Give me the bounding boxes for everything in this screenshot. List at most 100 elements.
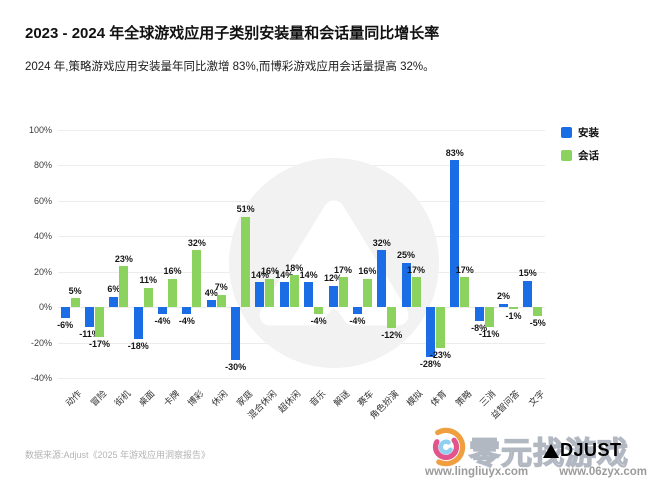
bar-install-14 [401,262,411,308]
bar-value-label: -28% [419,358,441,369]
session-swatch-icon [561,150,572,161]
adjust-wordmark-text: DJUST [560,440,622,460]
bar-value-label: 17% [455,264,474,275]
bar-chart: 100% 80% 60% 40% 20% 0% -20% -40% -6% 5% 动作 -11% -1… [25,115,625,430]
bar-value-label: -4% [349,316,366,327]
legend-item-session: 会话 [561,148,599,163]
bar-session-2 [119,266,129,308]
bar-session-6 [216,294,226,308]
bar-install-0 [60,307,70,318]
bar-value-label: 7% [214,282,228,293]
adjust-wordmark: DJUST [543,440,622,461]
bars-layer: -6% 5% 动作 -11% -17% 冒险 6% 23% 街机 -18% 11% 桌面 -4% 16% 卡… [57,130,546,430]
bar-value-label: -23% [429,349,451,360]
bar-value-label: -30% [225,362,247,373]
y-axis-tick-label: -20% [30,337,52,348]
y-axis-tick-label: 0% [38,302,52,313]
url-lingliuyx: www.lingliuyx.com [425,466,529,478]
bar-install-10 [304,282,314,308]
bar-value-label: 23% [114,253,133,264]
bar-install-15 [425,307,435,357]
bar-value-label: 16% [358,266,377,277]
watermark-urls: www.lingliuyx.com www.06zyx.com [425,466,647,478]
bar-value-label: -8% [471,323,488,334]
bar-install-17 [474,307,484,322]
bar-session-13 [387,307,397,329]
swirl-logo-icon [426,427,466,467]
bar-install-5 [182,307,192,315]
bar-session-0 [70,298,80,308]
bar-value-label: 14% [299,269,318,280]
bar-install-11 [328,285,338,308]
bar-value-label: 11% [139,275,157,286]
bar-session-14 [411,277,421,308]
legend-label-session: 会话 [578,150,599,162]
bar-value-label: 18% [285,262,304,273]
bar-install-16 [450,160,460,308]
bar-session-16 [460,277,470,308]
bar-install-6 [206,300,216,308]
bar-session-1 [95,307,105,338]
bar-value-label: 17% [407,264,426,275]
bar-session-8 [265,278,275,308]
bar-session-12 [362,278,372,308]
bar-value-label: -11% [478,328,500,339]
bar-value-label: 2% [496,291,510,302]
bar-value-label: 51% [236,204,255,215]
bar-value-label: 4% [204,287,218,298]
gridline [58,378,545,379]
bar-install-1 [85,307,95,327]
bar-value-label: 6% [107,284,121,294]
gridline [58,130,545,131]
bar-install-3 [133,307,143,340]
bar-value-label: 17% [334,264,353,275]
bar-value-label: -17% [89,339,111,350]
bar-session-18 [508,307,518,309]
bar-value-label: 5% [68,285,82,296]
legend-label-install: 安装 [578,127,599,139]
bar-value-label: 14% [275,269,294,280]
chart-legend: 安装 会话 [561,125,599,171]
bar-session-4 [168,278,178,308]
bar-value-label: -12% [381,330,403,341]
bar-session-11 [338,277,348,308]
y-axis-tick-label: 100% [28,125,52,135]
bar-value-label: 16% [163,266,182,277]
chart-subtitle: 2024 年,策略游戏应用安装量年同比激增 83%,而博彩游戏应用会话量提高 3… [25,61,435,73]
bar-install-2 [109,296,119,308]
y-axis-tick-label: -40% [30,373,52,383]
bar-value-label: -4% [310,316,327,327]
bar-install-8 [255,282,265,308]
bar-value-label: 83% [445,147,464,158]
bar-value-label: -4% [178,316,195,327]
bar-value-label: 32% [187,237,206,248]
bar-value-label: -1% [505,310,522,321]
bar-value-label: -18% [127,341,149,352]
bar-value-label: -5% [529,318,546,328]
site-watermark: 零元找游戏 DJUST www.lingliuyx.com www.06zyx.… [425,424,647,484]
bar-install-19 [523,280,533,308]
bar-session-10 [314,307,324,315]
bar-value-label: 15% [518,268,537,279]
bar-session-5 [192,250,202,308]
bar-session-17 [484,307,494,327]
bar-value-label: 16% [260,266,279,277]
bar-install-9 [279,282,289,308]
bar-session-9 [289,275,299,308]
bar-session-3 [143,287,153,308]
bar-install-7 [231,307,241,361]
adjust-triangle-a-icon [543,443,559,458]
bar-value-label: -11% [79,328,100,339]
bar-session-19 [533,307,543,316]
bar-value-label: -6% [57,319,74,330]
chart-title: 2023 - 2024 年全球游戏应用子类别安装量和会话量同比增长率 [25,25,440,42]
bar-session-7 [241,216,251,308]
bar-install-13 [377,250,387,308]
bar-value-label: -4% [154,316,171,327]
bar-value-label: 32% [372,237,391,248]
y-axis-tick-label: 20% [33,266,52,277]
bar-value-label: 12% [324,273,343,284]
y-axis-tick-label: 80% [33,160,52,171]
url-06zyx: www.06zyx.com [559,466,647,478]
